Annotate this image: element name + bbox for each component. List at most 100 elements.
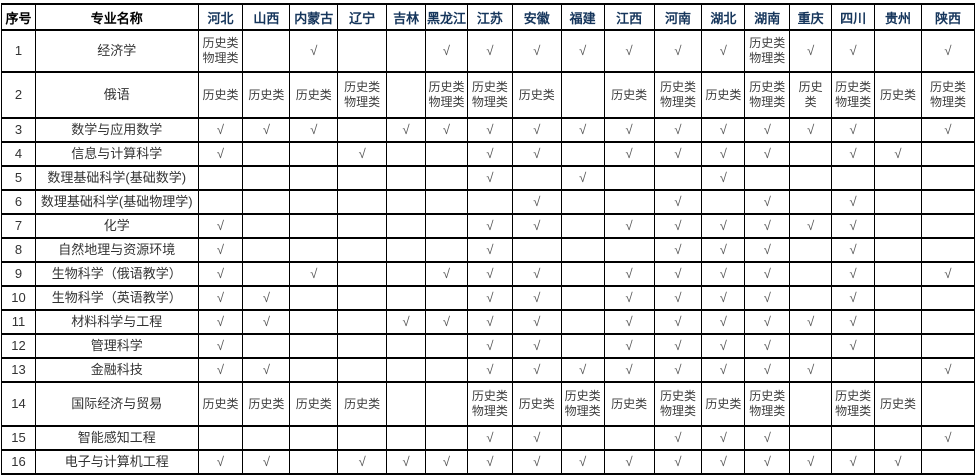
- province-value-cell: [466, 189, 513, 215]
- province-value-cell: 历史类: [197, 381, 244, 427]
- province-value-cell: √: [653, 309, 703, 335]
- province-value-cell: [603, 237, 655, 263]
- province-value-cell: √: [466, 309, 513, 335]
- province-value-cell: 历史类: [701, 381, 746, 427]
- province-value-cell: [874, 237, 922, 263]
- province-value-cell: √: [425, 117, 468, 143]
- row-number-cell: 3: [1, 117, 36, 143]
- province-value-cell: [789, 333, 833, 359]
- table-row: 9 生物科学（俄语教学） √ √ √ √ √ √ √ √ √ √ √: [1, 261, 975, 287]
- major-name-cell: 管理科学: [34, 333, 199, 359]
- major-name-cell: 智能感知工程: [34, 425, 199, 451]
- province-value-cell: 历史类: [874, 71, 922, 119]
- province-value-cell: √: [744, 261, 791, 287]
- province-value-cell: [289, 213, 339, 239]
- province-value-cell: √: [653, 189, 703, 215]
- province-value-cell: √: [920, 425, 975, 451]
- province-value-cell: √: [466, 449, 513, 475]
- header-province: 湖北: [701, 3, 746, 31]
- province-value-cell: √: [701, 285, 746, 311]
- province-value-cell: 历史类: [197, 71, 244, 119]
- province-value-cell: √: [701, 141, 746, 167]
- province-value-cell: [386, 141, 427, 167]
- province-value-cell: [789, 237, 833, 263]
- major-name-cell: 信息与计算科学: [34, 141, 199, 167]
- table-row: 16 电子与计算机工程 √ √ √ √ √ √ √ √ √ √ √ √ √ √ √: [1, 449, 975, 475]
- province-value-cell: √: [831, 333, 876, 359]
- province-value-cell: [425, 381, 468, 427]
- province-value-cell: √: [744, 189, 791, 215]
- row-number-cell: 7: [1, 213, 36, 239]
- province-value-cell: √: [874, 449, 922, 475]
- province-value-cell: [789, 189, 833, 215]
- province-value-cell: √: [603, 213, 655, 239]
- province-value-cell: [425, 425, 468, 451]
- province-value-cell: √: [386, 449, 427, 475]
- province-value-cell: [242, 141, 291, 167]
- province-value-cell: [831, 425, 876, 451]
- row-number-cell: 12: [1, 333, 36, 359]
- province-value-cell: √: [789, 357, 833, 383]
- province-value-cell: 历史类 物理类: [744, 381, 791, 427]
- province-value-cell: √: [466, 261, 513, 287]
- province-value-cell: [920, 309, 975, 335]
- major-name-cell: 数理基础科学(基础物理学): [34, 189, 199, 215]
- province-value-cell: √: [789, 29, 833, 73]
- province-value-cell: √: [653, 29, 703, 73]
- province-value-cell: √: [701, 261, 746, 287]
- province-value-cell: √: [289, 117, 339, 143]
- header-province: 四川: [831, 3, 876, 31]
- province-value-cell: √: [744, 309, 791, 335]
- province-value-cell: √: [831, 309, 876, 335]
- province-value-cell: √: [603, 285, 655, 311]
- province-value-cell: √: [701, 449, 746, 475]
- province-value-cell: √: [744, 141, 791, 167]
- province-value-cell: [337, 165, 388, 191]
- province-value-cell: √: [831, 189, 876, 215]
- province-value-cell: 历史类 物理类: [744, 29, 791, 73]
- province-value-cell: [920, 141, 975, 167]
- province-value-cell: [337, 425, 388, 451]
- province-value-cell: [337, 213, 388, 239]
- province-value-cell: √: [242, 117, 291, 143]
- province-value-cell: [337, 357, 388, 383]
- province-value-cell: [920, 285, 975, 311]
- province-value-cell: 历史类: [603, 381, 655, 427]
- province-value-cell: √: [831, 29, 876, 73]
- province-value-cell: √: [789, 449, 833, 475]
- province-value-cell: [560, 71, 605, 119]
- province-value-cell: √: [242, 357, 291, 383]
- province-value-cell: 历史类: [603, 71, 655, 119]
- province-value-cell: [197, 425, 244, 451]
- major-name-cell: 俄语: [34, 71, 199, 119]
- province-value-cell: √: [744, 213, 791, 239]
- province-value-cell: [425, 141, 468, 167]
- province-value-cell: √: [831, 237, 876, 263]
- table-row: 12 管理科学 √ √ √ √ √ √ √ √: [1, 333, 975, 359]
- row-number-cell: 13: [1, 357, 36, 383]
- province-value-cell: [920, 381, 975, 427]
- province-value-cell: [425, 189, 468, 215]
- province-value-cell: √: [466, 117, 513, 143]
- province-value-cell: [874, 309, 922, 335]
- province-value-cell: √: [701, 237, 746, 263]
- province-value-cell: [386, 261, 427, 287]
- header-province: 贵州: [874, 3, 922, 31]
- major-name-cell: 金融科技: [34, 357, 199, 383]
- province-value-cell: √: [197, 237, 244, 263]
- province-value-cell: [511, 165, 562, 191]
- province-value-cell: 历史 类: [789, 71, 833, 119]
- province-value-cell: [337, 333, 388, 359]
- province-value-cell: √: [560, 29, 605, 73]
- province-value-cell: 历史类 物理类: [337, 71, 388, 119]
- province-value-cell: [289, 141, 339, 167]
- province-value-cell: √: [466, 141, 513, 167]
- province-value-cell: [560, 285, 605, 311]
- province-value-cell: [920, 237, 975, 263]
- province-value-cell: [425, 357, 468, 383]
- province-value-cell: √: [386, 309, 427, 335]
- province-value-cell: √: [603, 309, 655, 335]
- province-value-cell: √: [197, 333, 244, 359]
- province-value-cell: √: [789, 309, 833, 335]
- province-value-cell: √: [560, 357, 605, 383]
